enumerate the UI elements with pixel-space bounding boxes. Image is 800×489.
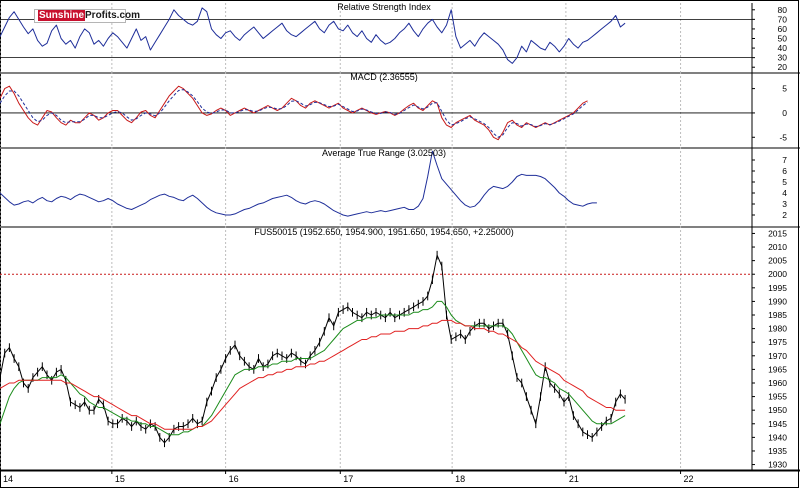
y-tick-label: 50 [778, 34, 788, 44]
logo-text-sunshine: Sunshine [38, 10, 86, 21]
y-tick-label: 3 [782, 199, 787, 209]
y-tick-label: 1930 [768, 460, 787, 470]
y-tick-label: 20 [778, 62, 788, 72]
y-tick-label: 40 [778, 43, 788, 53]
y-tick-label: 5 [782, 84, 787, 94]
y-tick-label: 1935 [768, 446, 787, 456]
panel-title: FUS50015 (1952.650, 1954.900, 1951.650, … [254, 227, 513, 237]
y-tick-label: 1960 [768, 378, 787, 388]
x-tick-label: 14 [3, 474, 13, 484]
rsi-line [0, 7, 626, 64]
sunshine-profits-logo: SunshineProfits.com [34, 9, 140, 23]
y-tick-label: -5 [779, 132, 787, 142]
panel-4: 1930 1935 1940 1945 1950 1955 1960 1965 1970 1975… [0, 226, 800, 484]
y-tick-label: 4 [782, 188, 787, 198]
panel-title: MACD (2.36555) [350, 72, 418, 82]
y-tick-label: 1995 [768, 283, 787, 293]
x-tick-label: 16 [229, 474, 239, 484]
x-tick-label: 18 [455, 474, 465, 484]
y-tick-label: 1985 [768, 310, 787, 320]
y-tick-label: 1940 [768, 432, 787, 442]
y-tick-label: 0 [782, 108, 787, 118]
y-tick-label: 1945 [768, 419, 787, 429]
y-tick-label: 1990 [768, 296, 787, 306]
y-tick-label: 1975 [768, 337, 787, 347]
y-tick-label: 80 [778, 5, 788, 15]
y-tick-label: 60 [778, 24, 788, 34]
y-tick-label: 6 [782, 166, 787, 176]
y-tick-label: 2005 [768, 256, 787, 266]
logo-text-profits: Profits.com [85, 10, 141, 21]
y-tick-label: 7 [782, 155, 787, 165]
atr-line [0, 150, 597, 217]
x-tick-label: 21 [569, 474, 579, 484]
panel-2: -5 0 5 MACD (2.36555) [0, 72, 800, 149]
y-tick-label: 2000 [768, 269, 787, 279]
macd-signal-line [0, 89, 588, 138]
y-tick-label: 1980 [768, 324, 787, 334]
y-tick-label: 1950 [768, 405, 787, 415]
y-tick-label: 2 [782, 210, 787, 220]
y-tick-label: 30 [778, 53, 788, 63]
panel-title: Relative Strength Index [337, 2, 431, 12]
x-tick-label: 22 [684, 474, 694, 484]
y-tick-label: 2015 [768, 228, 787, 238]
y-tick-label: 1965 [768, 364, 787, 374]
x-tick-label: 15 [115, 474, 125, 484]
moving-average-long-line [0, 319, 626, 430]
macd-line [0, 85, 588, 141]
x-tick-label: 17 [343, 474, 353, 484]
y-tick-label: 70 [778, 14, 788, 24]
y-tick-label: 1955 [768, 392, 787, 402]
moving-average-short-line [0, 300, 626, 436]
y-tick-label: 1970 [768, 351, 787, 361]
panel-title: Average True Range (3.02503) [322, 148, 446, 158]
y-tick-label: 2010 [768, 242, 787, 252]
price-line [0, 254, 626, 444]
y-tick-label: 5 [782, 177, 787, 187]
